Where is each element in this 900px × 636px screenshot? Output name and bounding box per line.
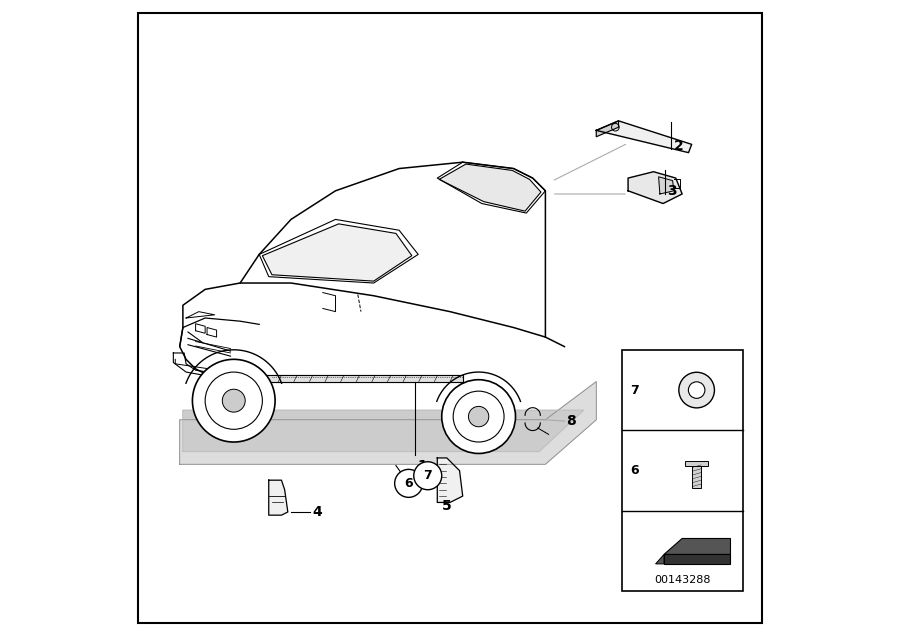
Text: 6: 6: [404, 477, 413, 490]
Polygon shape: [664, 539, 731, 555]
Text: 00143288: 00143288: [654, 575, 710, 585]
Polygon shape: [664, 555, 731, 564]
Text: 5: 5: [442, 499, 452, 513]
Circle shape: [679, 372, 715, 408]
Bar: [692, 466, 701, 488]
Text: 6: 6: [631, 464, 639, 477]
Text: 7: 7: [423, 469, 432, 482]
Circle shape: [222, 389, 245, 412]
Bar: [622, 350, 742, 591]
Polygon shape: [628, 172, 682, 204]
Circle shape: [468, 406, 489, 427]
Circle shape: [688, 382, 705, 398]
Circle shape: [442, 380, 516, 453]
Text: 3: 3: [668, 184, 677, 198]
Text: 4: 4: [312, 505, 321, 519]
Polygon shape: [659, 177, 674, 194]
Polygon shape: [685, 461, 708, 466]
Polygon shape: [437, 458, 463, 502]
Polygon shape: [263, 224, 412, 281]
Polygon shape: [439, 164, 541, 211]
Text: 7: 7: [631, 384, 639, 397]
Text: 1: 1: [418, 459, 428, 473]
Polygon shape: [655, 555, 664, 564]
Circle shape: [414, 462, 442, 490]
Polygon shape: [269, 480, 288, 515]
Polygon shape: [597, 121, 692, 153]
Circle shape: [193, 359, 275, 442]
Polygon shape: [180, 382, 597, 464]
Circle shape: [395, 469, 423, 497]
Text: 2: 2: [674, 139, 684, 153]
Polygon shape: [183, 410, 583, 452]
Polygon shape: [597, 121, 618, 137]
Text: 8: 8: [566, 414, 576, 428]
Polygon shape: [253, 375, 463, 382]
